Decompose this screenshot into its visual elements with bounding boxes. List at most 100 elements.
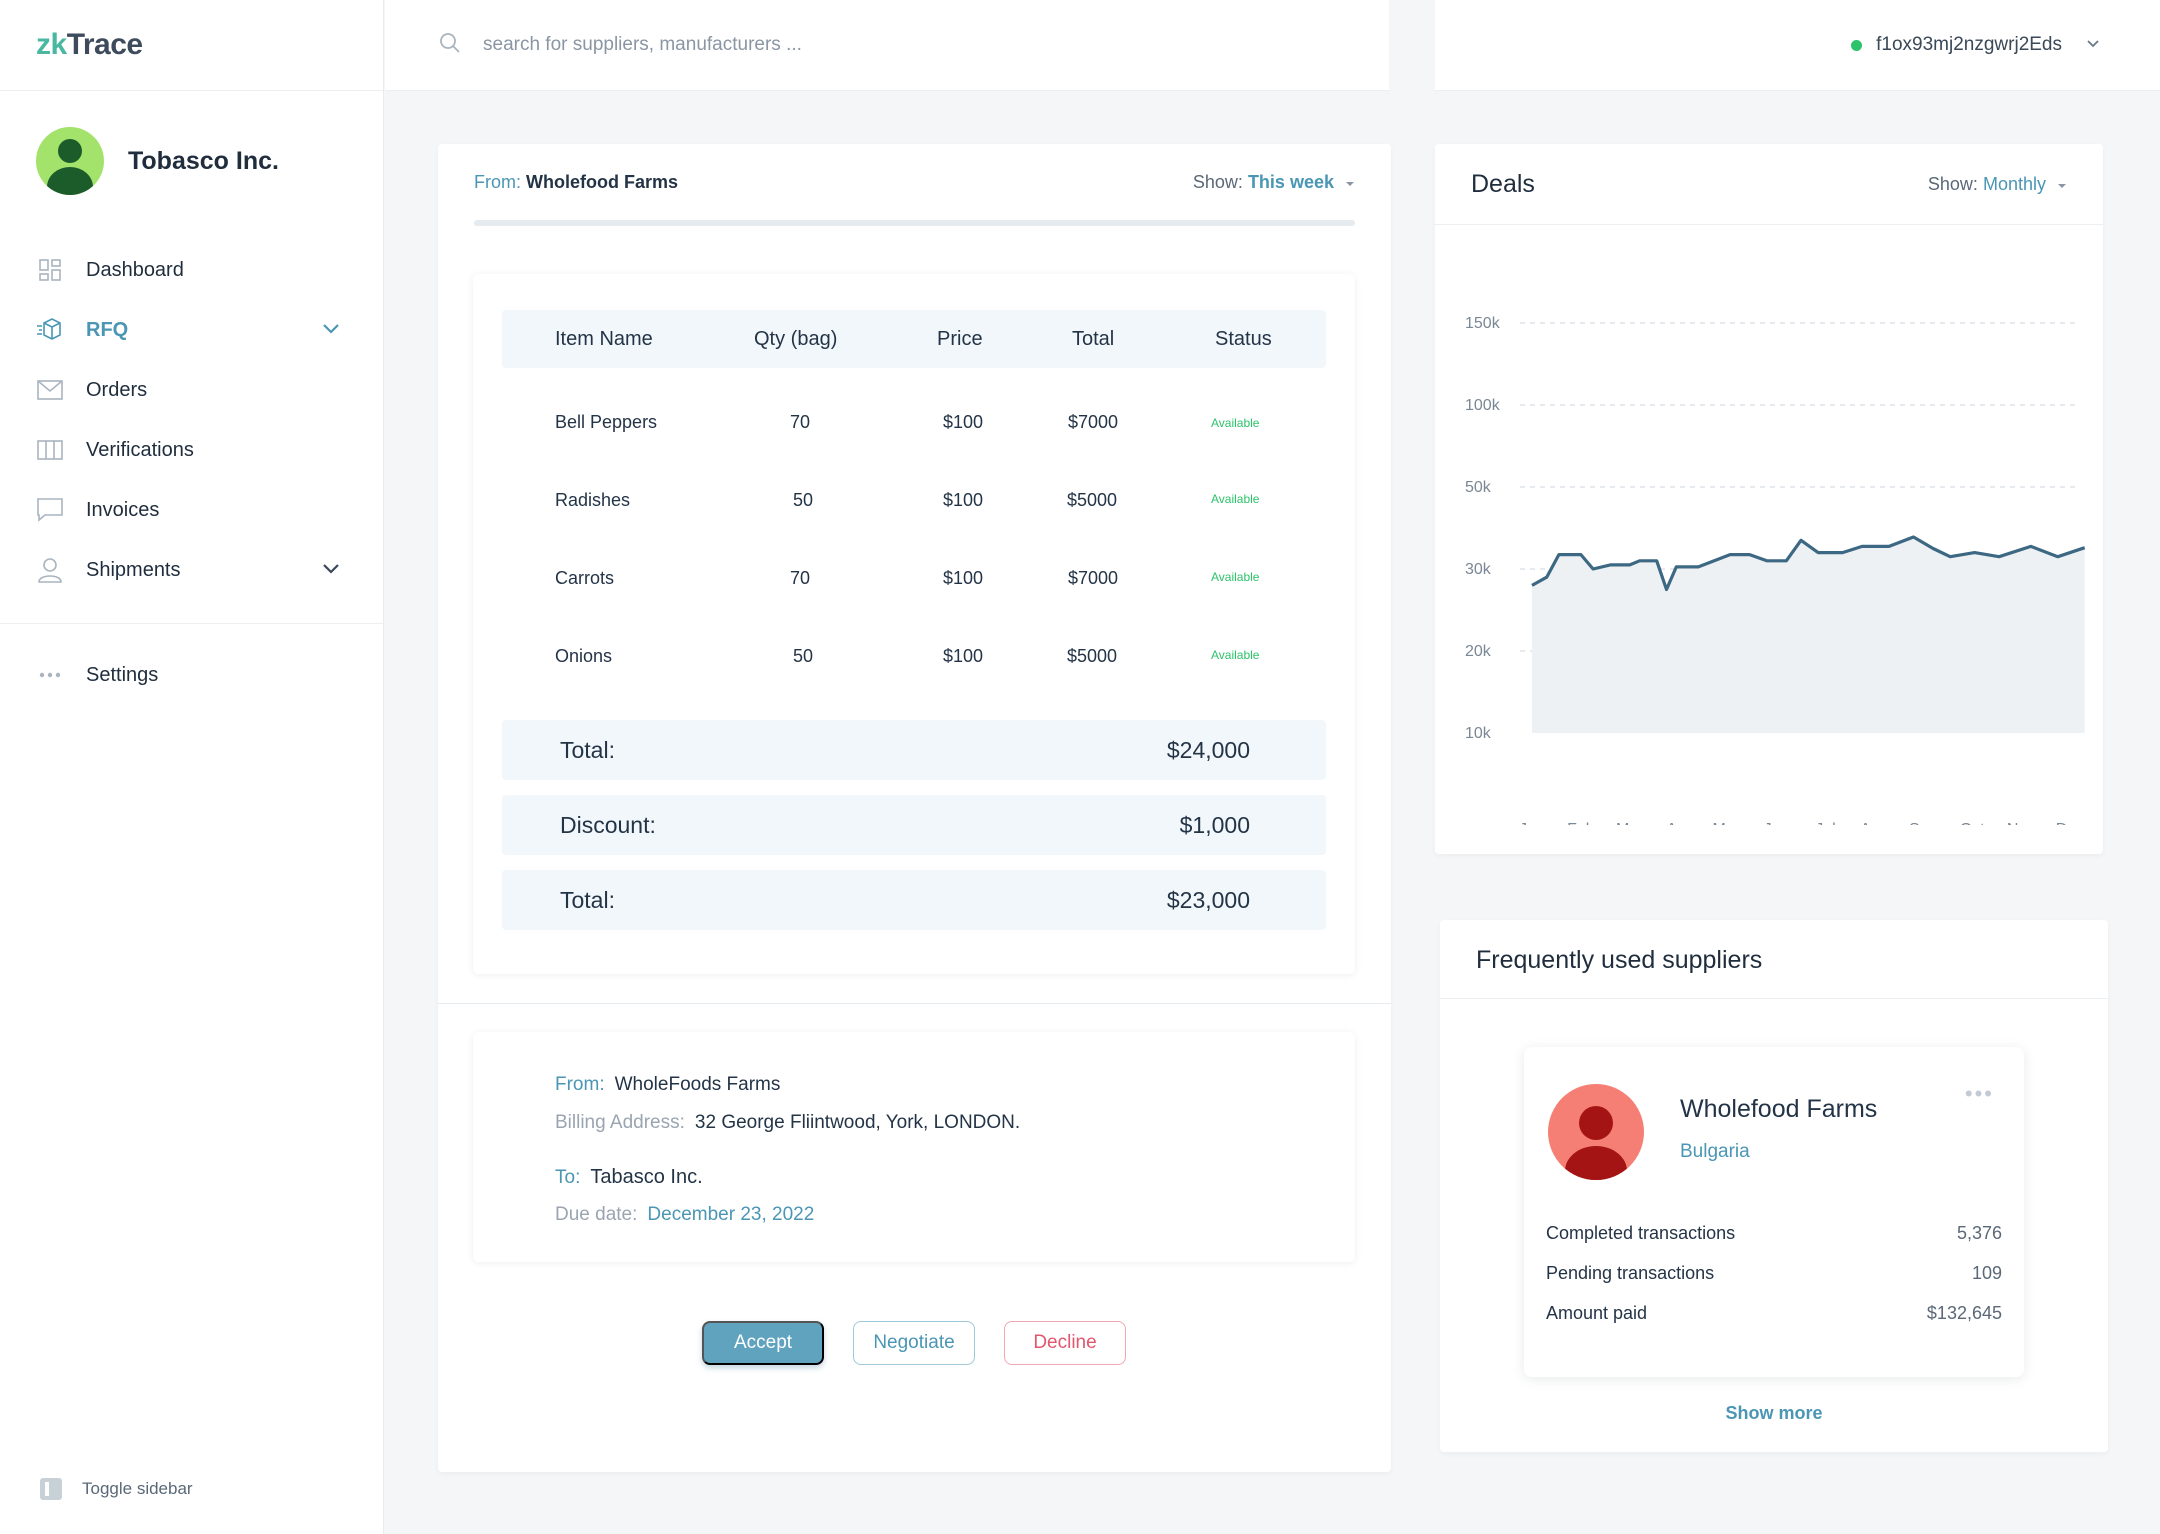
deals-header: Deals Show: Monthly xyxy=(1435,144,2103,225)
summary-value: $1,000 xyxy=(1179,812,1250,838)
x-tick-label: Jun xyxy=(1764,821,1790,825)
sidebar-item-verifications[interactable]: Verifications xyxy=(0,420,384,480)
cell-price: $100 xyxy=(943,412,984,432)
dashboard-icon xyxy=(36,256,64,284)
accept-button[interactable]: Accept xyxy=(702,1321,824,1365)
sidebar-toggle-icon xyxy=(40,1478,62,1500)
cell-price: $100 xyxy=(943,490,984,510)
summary-value: $23,000 xyxy=(1166,887,1250,913)
rfq-from-label: From: xyxy=(474,172,521,192)
billing-to-label: To: xyxy=(555,1167,581,1188)
more-options-icon[interactable]: ••• xyxy=(1964,1081,1994,1106)
deals-period-select[interactable]: Show: Monthly xyxy=(1928,174,2067,195)
search-bar[interactable]: search for suppliers, manufacturers ... xyxy=(385,0,1389,91)
cell-qty: 70 xyxy=(790,412,811,432)
summary-row-discount: Discount: $1,000 xyxy=(502,795,1326,855)
items-table: Item Name Qty (bag) Price Total Status B… xyxy=(473,274,1355,974)
deals-show-value: Monthly xyxy=(1982,174,2046,194)
sidebar-item-rfq[interactable]: RFQ xyxy=(0,300,384,360)
stat-value: 109 xyxy=(1971,1263,2002,1283)
logo-suffix: Trace xyxy=(66,28,143,61)
x-tick-label: Mar xyxy=(1616,821,1644,825)
chevron-down-icon[interactable] xyxy=(2086,36,2100,54)
supplier-card[interactable]: Wholefood Farms Bulgaria ••• Completed t… xyxy=(1524,1047,2024,1377)
deals-show-label: Show: xyxy=(1927,174,1978,194)
decline-button[interactable]: Decline xyxy=(1004,1321,1126,1365)
column-header-qty: Qty (bag) xyxy=(754,328,838,350)
column-header-total: Total xyxy=(1072,328,1115,350)
table-header: Item Name Qty (bag) Price Total Status xyxy=(502,310,1326,368)
chevron-down-icon[interactable] xyxy=(322,318,340,341)
search-icon xyxy=(439,32,461,59)
mail-icon xyxy=(36,376,64,404)
summary-row-total: Total: $23,000 xyxy=(502,870,1326,930)
cell-total: $5000 xyxy=(1067,646,1118,666)
x-tick-label: Aug xyxy=(1860,821,1888,825)
rfq-period-select[interactable]: Show: This week xyxy=(1193,172,1355,193)
stat-pending-transactions: Pending transactions 109 xyxy=(1546,1263,2002,1284)
cell-total: $7000 xyxy=(1068,412,1119,432)
rfq-show-value: This week xyxy=(1247,172,1334,192)
user-icon xyxy=(36,556,64,584)
summary-row-subtotal: Total: $24,000 xyxy=(502,720,1326,780)
x-tick-label: Oct xyxy=(1960,821,1985,825)
columns-icon xyxy=(36,436,64,464)
summary-label: Discount: xyxy=(560,812,656,838)
rfq-header: From: Wholefood Farms Show: This week xyxy=(474,172,1355,202)
x-tick-label: Apr xyxy=(1666,821,1692,825)
stat-label: Pending transactions xyxy=(1546,1263,1715,1283)
toggle-sidebar-label: Toggle sidebar xyxy=(82,1479,193,1498)
sidebar-item-shipments[interactable]: Shipments xyxy=(0,540,384,600)
status-badge: Available xyxy=(1211,492,1260,506)
account-id[interactable]: f1ox93mj2nzgwrj2Eds xyxy=(1876,34,2062,55)
cell-price: $100 xyxy=(943,568,984,588)
sidebar-item-orders[interactable]: Orders xyxy=(0,360,384,420)
toggle-sidebar-button[interactable]: Toggle sidebar xyxy=(40,1478,193,1500)
billing-from: From: WholeFoods Farms xyxy=(555,1074,780,1096)
show-more-link[interactable]: Show more xyxy=(1725,1403,1823,1423)
sidebar-item-label: Invoices xyxy=(86,498,160,521)
search-input[interactable]: search for suppliers, manufacturers ... xyxy=(483,34,802,55)
stat-label: Completed transactions xyxy=(1546,1223,1736,1243)
rfq-from-value: Wholefood Farms xyxy=(526,172,679,192)
sidebar-item-label: Settings xyxy=(86,663,159,686)
deals-area xyxy=(1532,537,2085,733)
more-dots-icon xyxy=(36,661,64,689)
supplier-name: Wholefood Farms xyxy=(1680,1095,1878,1123)
x-tick-label: Jan xyxy=(1519,821,1545,825)
x-tick-label: Nov xyxy=(2007,821,2035,825)
y-tick-label: 30k xyxy=(1465,561,1492,578)
account-bar: f1ox93mj2nzgwrj2Eds xyxy=(1435,0,2160,91)
chat-icon xyxy=(36,496,64,524)
sidebar-nav: Dashboard RFQ Orders Verifications xyxy=(0,240,384,600)
sidebar-item-settings[interactable]: Settings xyxy=(0,645,384,705)
cell-item-name: Bell Peppers xyxy=(555,412,658,432)
sidebar-settings-group: Settings xyxy=(0,645,384,705)
negotiate-button[interactable]: Negotiate xyxy=(853,1321,975,1365)
chevron-down-icon[interactable] xyxy=(322,558,340,581)
logo-prefix: zk xyxy=(36,28,67,61)
summary-value: $24,000 xyxy=(1166,737,1250,763)
rfq-progress-track xyxy=(474,220,1355,226)
billing-address: Billing Address: 32 George Fliintwood, Yo… xyxy=(555,1112,1020,1134)
caret-down-icon xyxy=(1339,172,1355,192)
stat-value: 5,376 xyxy=(1956,1223,2002,1243)
org-name: Tobasco Inc. xyxy=(128,147,279,175)
sidebar-item-invoices[interactable]: Invoices xyxy=(0,480,384,540)
caret-down-icon xyxy=(2051,174,2067,194)
org-avatar xyxy=(36,127,104,195)
cell-total: $5000 xyxy=(1067,490,1118,510)
app-logo[interactable]: zk Trace xyxy=(0,0,383,91)
sidebar-item-dashboard[interactable]: Dashboard xyxy=(0,240,384,300)
rfq-icon xyxy=(36,316,64,344)
y-tick-label: 150k xyxy=(1465,315,1501,332)
summary-label: Total: xyxy=(560,887,615,913)
billing-details: From: WholeFoods Farms Billing Address: 32… xyxy=(473,1032,1355,1262)
y-tick-label: 100k xyxy=(1465,397,1501,414)
sidebar-item-label: RFQ xyxy=(86,318,129,341)
billing-due-date: Due date: December 23, 2022 xyxy=(555,1204,814,1226)
deals-chart: 150k 100k 50k 30k 20k 10k Jan Feb Mar Apr May Jun Ju… xyxy=(1465,315,2086,825)
sidebar-item-label: Orders xyxy=(86,378,148,401)
org-profile[interactable]: Tobasco Inc. xyxy=(0,91,383,291)
deals-line xyxy=(1531,535,2086,592)
